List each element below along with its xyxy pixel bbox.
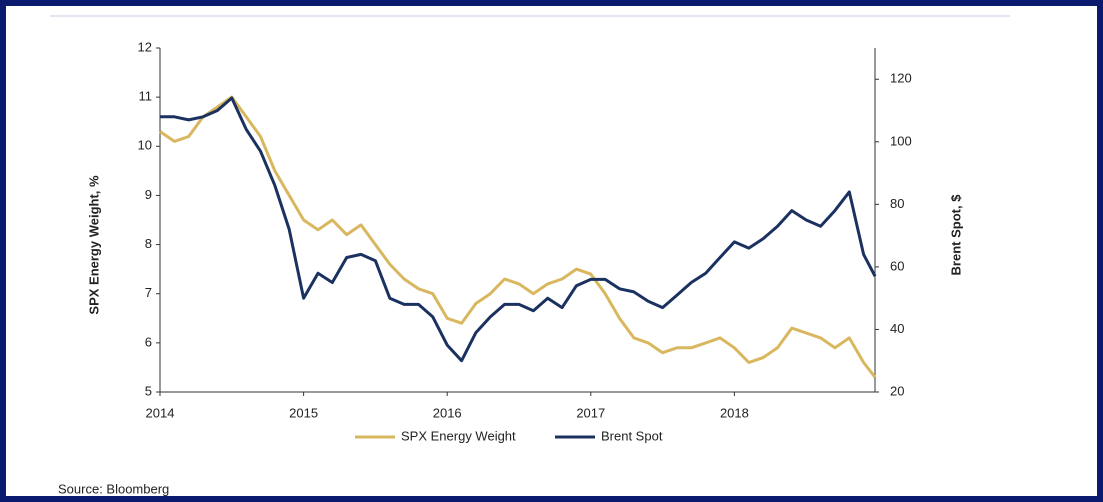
y2-tick-label: 80 (890, 196, 904, 211)
y-axis-label: SPX Energy Weight, % (86, 175, 101, 315)
y-tick-label: 9 (145, 187, 152, 202)
y2-tick-label: 120 (890, 71, 912, 86)
series-line (159, 95, 877, 379)
legend-label: Brent Spot (601, 428, 663, 443)
x-tick-label: 2018 (720, 405, 749, 420)
y2-tick-label: 40 (890, 321, 904, 336)
x-tick-label: 2015 (289, 405, 318, 420)
y2-tick-label: 60 (890, 258, 904, 273)
y-tick-label: 6 (145, 334, 152, 349)
legend-label: SPX Energy Weight (401, 428, 516, 443)
x-tick-label: 2016 (433, 405, 462, 420)
y-tick-label: 10 (138, 138, 152, 153)
x-tick-label: 2014 (146, 405, 175, 420)
y-tick-label: 5 (145, 383, 152, 398)
y2-tick-label: 100 (890, 133, 912, 148)
series-line (160, 96, 877, 363)
x-tick-label: 2017 (576, 405, 605, 420)
source: Source: Bloomberg (58, 481, 169, 496)
y-tick-label: 8 (145, 236, 152, 251)
y-tick-label: 12 (138, 39, 152, 54)
y-tick-label: 11 (139, 89, 153, 104)
y2-tick-label: 20 (890, 383, 904, 398)
y-tick-label: 7 (145, 285, 152, 300)
y2-axis-label: Brent Spot, $ (948, 194, 963, 276)
